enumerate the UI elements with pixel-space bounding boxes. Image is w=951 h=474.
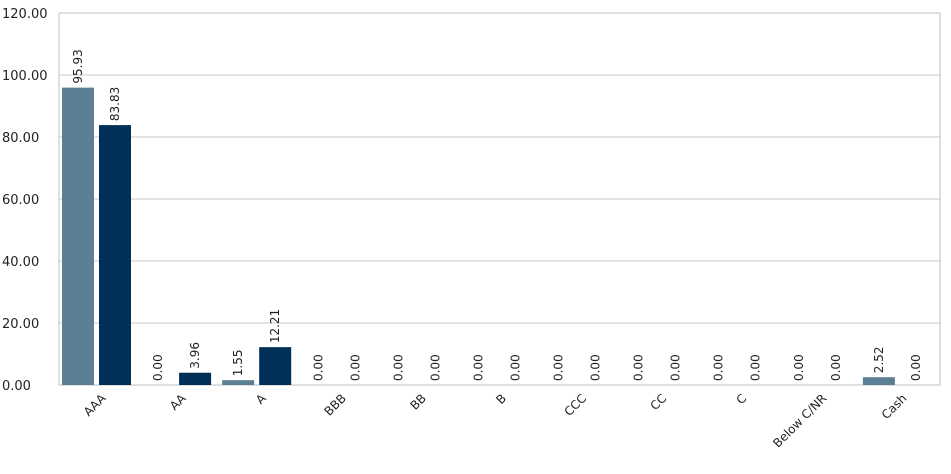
data-label: 0.00 <box>829 354 843 381</box>
data-label: 0.00 <box>712 354 726 381</box>
bar <box>222 380 255 385</box>
category-label: A <box>253 391 269 407</box>
data-label: 0.00 <box>311 354 325 381</box>
data-label: 0.00 <box>151 354 165 381</box>
data-label: 0.00 <box>792 354 806 381</box>
data-label: 2.52 <box>872 346 886 373</box>
data-label: 12.21 <box>268 309 282 343</box>
bar <box>99 125 131 385</box>
data-label: 0.00 <box>909 354 923 381</box>
y-axis-ticks: 0.00 20.00 40.00 60.00 80.00 100.00 120.00 <box>2 7 48 394</box>
data-label: 0.00 <box>508 354 522 381</box>
y-tick-label: 80.00 <box>2 131 39 146</box>
bar <box>259 347 292 385</box>
data-label: 0.00 <box>552 354 566 381</box>
category-label: AAA <box>81 391 109 419</box>
y-tick-label: 0.00 <box>2 379 31 394</box>
data-label: 0.00 <box>749 354 763 381</box>
y-tick-label: 40.00 <box>2 255 39 270</box>
y-tick-label: 120.00 <box>2 7 48 22</box>
grid-layer <box>58 12 941 386</box>
category-label: Below C/NR <box>770 391 829 450</box>
data-label: 1.55 <box>231 349 245 376</box>
bar <box>862 377 895 385</box>
category-label: C <box>734 391 750 407</box>
data-label: 0.00 <box>428 354 442 381</box>
bar <box>62 87 94 385</box>
data-label: 0.00 <box>348 354 362 381</box>
category-label: CCC <box>561 391 589 419</box>
data-labels-layer: 95.93 83.83 0.00 3.96 1.55 12.21 0.00 0.00 0.00 0… <box>71 49 923 381</box>
category-label: BB <box>407 391 429 413</box>
data-label: 0.00 <box>632 354 646 381</box>
data-label: 3.96 <box>188 342 202 369</box>
data-label: 0.00 <box>471 354 485 381</box>
category-label: CC <box>648 391 670 413</box>
category-label: AA <box>167 391 189 413</box>
category-label: Cash <box>879 391 910 422</box>
bar <box>179 372 212 385</box>
data-label: 83.83 <box>108 87 122 121</box>
category-label: BBB <box>322 391 349 418</box>
y-tick-label: 60.00 <box>2 193 39 208</box>
data-label: 95.93 <box>71 49 85 83</box>
y-tick-label: 20.00 <box>2 317 39 332</box>
data-label: 0.00 <box>669 354 683 381</box>
x-axis-categories: AAA AA A BBB BB B CCC CC C Below C/NR Cash <box>81 391 910 451</box>
data-label: 0.00 <box>391 354 405 381</box>
data-label: 0.00 <box>589 354 603 381</box>
y-tick-label: 100.00 <box>2 69 48 84</box>
category-label: B <box>493 391 509 407</box>
bars-layer <box>62 87 895 385</box>
